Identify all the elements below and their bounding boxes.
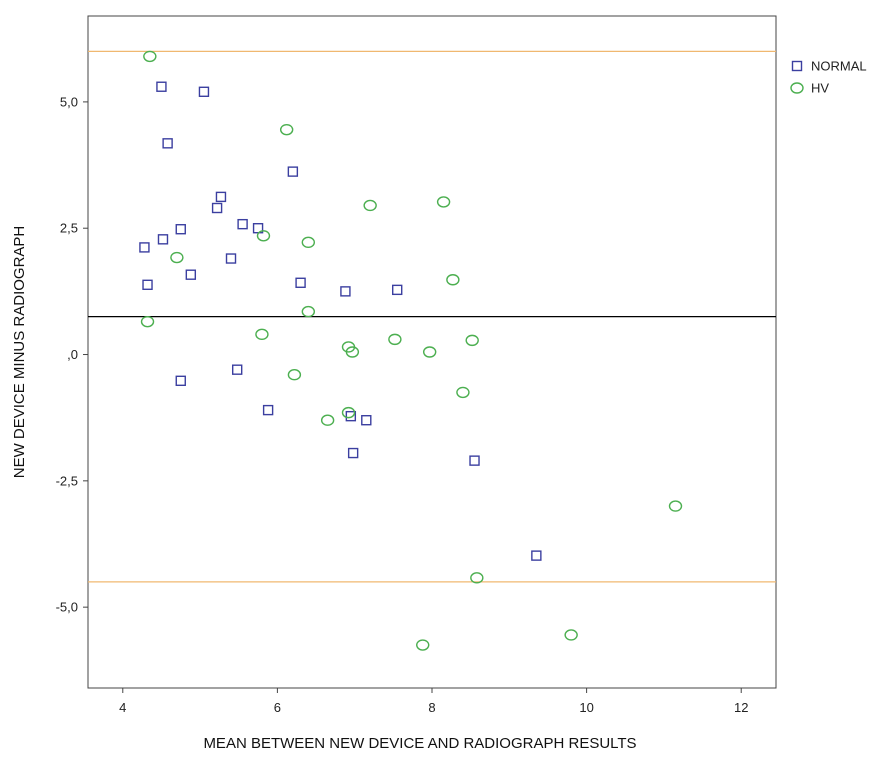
legend-label: NORMAL (811, 59, 867, 74)
y-tick-label: ,0 (67, 347, 78, 362)
normal-point (340, 286, 351, 297)
y-tick-label: 5,0 (60, 94, 78, 109)
hv-point (388, 333, 402, 346)
y-tick-label: -2,5 (56, 473, 78, 488)
normal-point (345, 410, 357, 422)
y-axis-title: NEW DEVICE MINUS RADIOGRAPH (11, 226, 28, 479)
x-tick-label: 8 (428, 700, 435, 715)
legend-label: HV (811, 81, 829, 96)
hv-point (140, 315, 155, 328)
hv-point (422, 346, 437, 358)
normal-point (162, 138, 173, 149)
normal-point (225, 253, 237, 264)
normal-point (156, 81, 167, 92)
normal-point (215, 191, 227, 203)
x-tick-label: 4 (119, 700, 126, 715)
normal-point (287, 166, 299, 177)
hv-point (668, 500, 683, 512)
hv-point (256, 230, 271, 242)
normal-point (262, 404, 274, 416)
normal-point (139, 242, 150, 253)
legend: NORMAL HV (790, 59, 867, 96)
hv-point (320, 414, 335, 426)
normal-point (361, 415, 372, 426)
hv-point (341, 406, 356, 419)
normal-point (231, 364, 243, 375)
normal-point (185, 269, 197, 280)
hv-point (416, 639, 430, 651)
plot-frame (87, 15, 777, 689)
y-tick-label: -5,0 (56, 600, 78, 615)
hv-point (301, 305, 316, 318)
reference-lines (88, 50, 776, 583)
normal-point (531, 550, 542, 561)
normal-point (469, 455, 480, 466)
normal-point (211, 202, 223, 214)
normal-point (237, 218, 248, 230)
hv-point (465, 334, 479, 347)
normal-point (175, 224, 186, 235)
legend-hv-marker (790, 82, 804, 94)
hv-point (143, 50, 157, 63)
hv-point (456, 386, 470, 399)
y-tick-label: 2,5 (60, 221, 78, 236)
x-tick-label: 10 (579, 700, 593, 715)
hv-point (470, 572, 484, 584)
hv-point (363, 199, 377, 212)
hv-point (279, 123, 294, 136)
normal-point (347, 447, 359, 459)
normal-point (198, 86, 210, 97)
hv-point (436, 196, 451, 208)
normal-point (392, 284, 403, 296)
hv-point (255, 328, 269, 341)
hv-point (446, 274, 460, 286)
hv-point (287, 369, 302, 381)
hv-point (345, 346, 360, 358)
normal-point (157, 234, 169, 245)
legend-normal-marker (791, 60, 803, 72)
x-axis-title: MEAN BETWEEN NEW DEVICE AND RADIOGRAPH R… (203, 735, 636, 752)
normal-point (142, 279, 153, 290)
x-axis: 4 6 8 10 12 (119, 688, 748, 715)
hv-point (170, 251, 184, 264)
hv-point (301, 236, 316, 249)
x-tick-label: 6 (274, 700, 281, 715)
normal-point (295, 277, 306, 288)
hv-point (564, 629, 578, 641)
normal-point (175, 375, 186, 386)
x-tick-label: 12 (734, 700, 748, 715)
y-axis: 5,0 2,5 ,0 -2,5 -5,0 (56, 94, 88, 615)
data-points (139, 50, 683, 651)
